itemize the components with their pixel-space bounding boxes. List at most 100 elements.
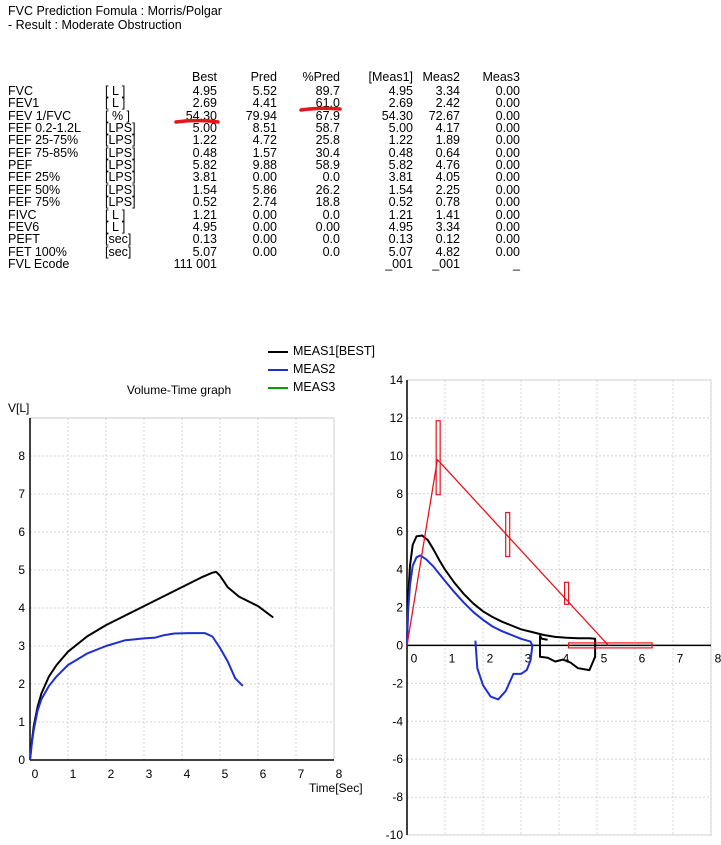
table-cell: 5.00 [388,121,413,136]
row-label: FIVC [8,207,37,222]
table-cell: 0.00 [252,207,277,222]
legend-label-meas2: MEAS2 [293,362,336,376]
y-tick-label: -6 [392,752,403,766]
series-line-meas1-best [406,534,597,672]
x-tick-label: 5 [222,767,229,781]
table-cell: 0.00 [495,195,520,210]
series-line-meas2 [406,554,534,701]
table-cell: 0.13 [388,232,413,247]
table-cell: 1.54 [192,182,217,197]
table-cell: 2.42 [435,96,460,111]
x-tick-label: 2 [108,767,115,781]
table-cell: 4.72 [252,133,277,148]
table-cell: 3.81 [192,170,217,185]
table-cell: 0.00 [495,244,520,259]
x-tick-label: 7 [677,651,684,665]
y-tick-label: 10 [390,449,404,463]
row-label: PEF [8,158,33,173]
x-tick-label: 7 [298,767,305,781]
predicted-fvc-marker [567,642,653,649]
predicted-fef50-marker [563,581,570,605]
table-cell: 0.52 [192,195,217,210]
column-header: [Meas1] [368,70,413,84]
row-label: FEF 50% [8,182,61,197]
table-cell: 0.0 [322,207,340,222]
table-cell: 1.41 [435,207,460,222]
row-label: PEFT [8,232,40,247]
row-label: FEV1 [8,96,40,111]
row-label: FEV 1/FVC [8,108,72,123]
column-header: Meas3 [482,70,520,84]
table-cell: 3.34 [435,84,460,98]
y-tick-label: 5 [18,563,25,577]
table-cell: 25.8 [315,133,340,148]
table-cell: 2.25 [435,182,460,197]
table-cell: 26.2 [315,182,340,197]
table-cell: 5.86 [252,182,277,197]
table-cell: 0.00 [252,232,277,247]
row-unit: [ L ] [105,207,126,222]
row-unit: [LPS] [105,121,136,136]
x-tick-label: 6 [260,767,267,781]
volume-time-plot-area [29,417,335,761]
y-tick-label: -2 [392,676,403,690]
table-cell: 4.76 [435,158,460,173]
legend-item-meas2: MEAS2 [268,361,428,379]
x-tick-label: 3 [525,651,532,665]
y-tick-label: 8 [18,449,25,463]
table-cell: 0.00 [495,84,520,98]
table-cell: 3.34 [435,219,460,234]
table-cell: 89.7 [315,84,340,98]
table-cell: 5.82 [192,158,217,173]
table-cell: 0.00 [495,182,520,197]
row-label: FEV6 [8,219,40,234]
y-tick-label: -8 [392,790,403,804]
row-label: FVC [8,84,33,98]
row-unit: [LPS] [105,133,136,148]
table-cell: 9.88 [252,158,277,173]
table-cell: 2.69 [388,96,413,111]
y-tick-label: -4 [392,714,403,728]
column-header: Pred [250,70,277,84]
y-tick-label: 4 [18,601,25,615]
table-cell: 0.48 [192,145,217,160]
row-label: FET 100% [8,244,67,259]
table-cell: _ [513,256,520,271]
y-tick-label: 2 [18,677,25,691]
x-tick-label: 3 [146,767,153,781]
row-label: FEF 25% [8,170,61,185]
x-tick-label: 4 [184,767,191,781]
table-cell: 5.07 [192,244,217,259]
y-tick-label: 3 [18,639,25,653]
table-cell: 111 001 [173,256,217,271]
result-line: - Result : Moderate Obstruction [8,18,182,32]
series-line-meas2 [29,632,244,761]
table-cell: 0.0 [322,170,340,185]
y-tick-label: 0 [396,638,403,652]
row-unit: [ L ] [105,96,126,111]
y-tick-label: -10 [386,828,404,842]
table-cell: 4.95 [388,84,413,98]
table-cell: 72.67 [428,108,460,123]
x-tick-label: 6 [639,651,646,665]
table-cell: 5.00 [192,121,217,136]
highlight-underline-fev1-fvc [174,118,220,124]
table-cell: 58.9 [315,158,340,173]
table-cell: 4.95 [192,84,217,98]
table-cell: 79.94 [245,108,277,123]
table-cell: 1.22 [192,133,217,148]
prediction-formula-line: FVC Prediction Fomula : Morris/Polgar [8,4,222,18]
table-cell: 3.81 [388,170,413,185]
x-tick-label: 1 [70,767,77,781]
y-tick-label: 6 [18,525,25,539]
table-cell: 0.00 [252,244,277,259]
column-header: Meas2 [422,70,460,84]
x-tick-label: 1 [449,651,456,665]
table-cell: 1.54 [388,182,413,197]
y-tick-label: 1 [18,715,25,729]
legend-swatch-meas2 [268,369,288,371]
row-label: FVL Ecode [8,256,70,271]
table-cell: 5.07 [388,244,413,259]
